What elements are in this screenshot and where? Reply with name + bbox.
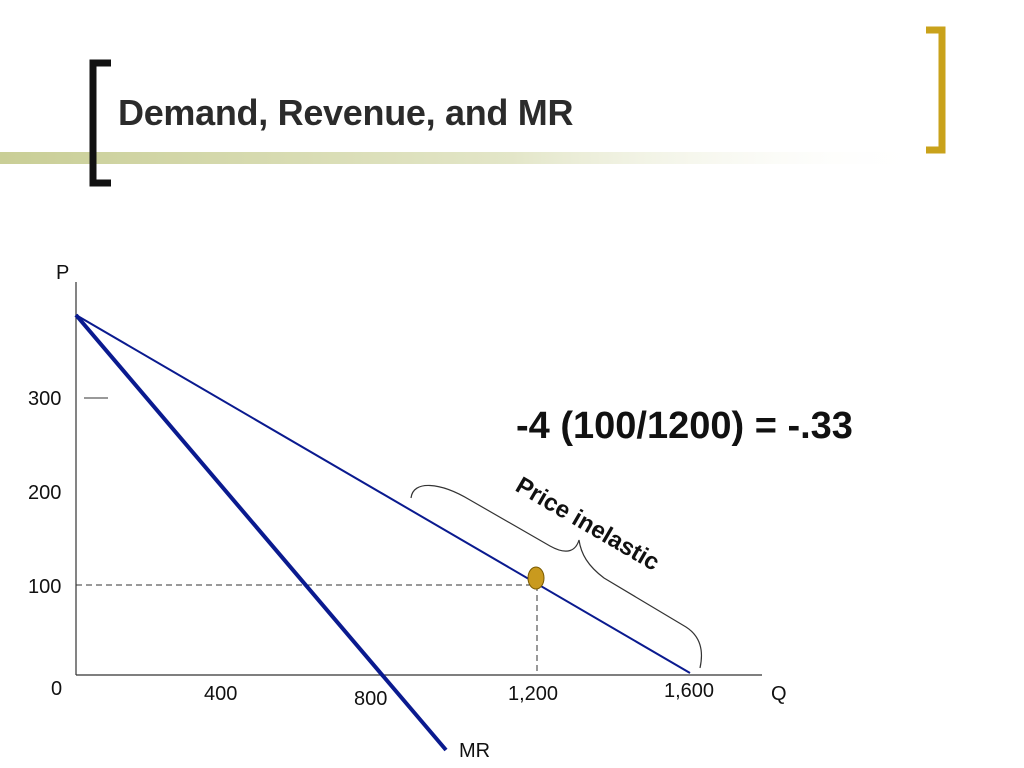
right-bracket <box>926 26 946 154</box>
y-tick-200: 200 <box>28 482 61 504</box>
mr-label: MR <box>459 740 490 762</box>
x-tick-800: 800 <box>354 688 387 710</box>
price-point <box>527 566 545 590</box>
x-tick-1600: 1,600 <box>664 680 714 702</box>
elasticity-formula: -4 (100/1200) = -.33 <box>516 405 853 447</box>
accent-band <box>0 152 930 164</box>
y-tick-100: 100 <box>28 576 61 598</box>
y-tick-300: 300 <box>28 388 61 410</box>
mr-curve <box>74 313 448 752</box>
x-axis-label: Q <box>771 683 787 705</box>
origin-label: 0 <box>51 678 62 700</box>
x-tick-400: 400 <box>204 683 237 705</box>
left-bracket <box>89 59 111 187</box>
x-tick-1200: 1,200 <box>508 683 558 705</box>
demand-curve <box>75 314 691 674</box>
slide-title: Demand, Revenue, and MR <box>118 92 574 133</box>
y-axis-label: P <box>56 262 69 284</box>
inelastic-brace <box>410 484 703 669</box>
